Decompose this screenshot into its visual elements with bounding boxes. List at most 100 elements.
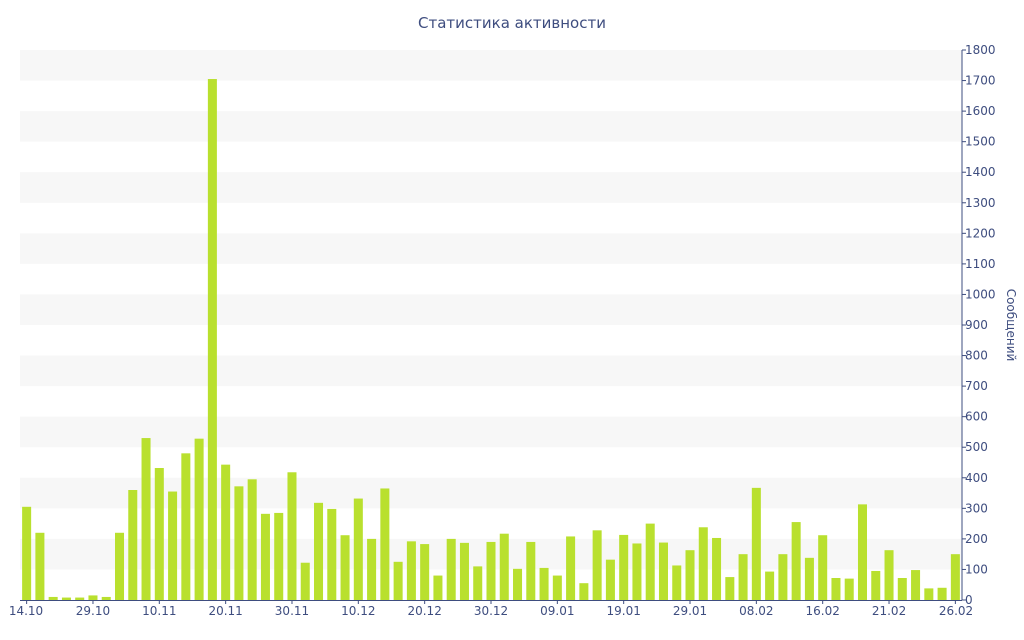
bar [579,583,589,600]
x-tick-label: 30.12 [474,604,508,618]
bar [340,535,350,600]
bar [207,79,217,600]
y-tick-label: 100 [965,562,988,576]
bar [539,567,549,600]
bar [274,512,284,600]
grid-band [20,172,962,203]
bar [499,533,509,600]
x-tick-label: 10.11 [142,604,176,618]
bar [658,542,668,600]
y-axis-title: Сообщений [1004,289,1018,362]
y-tick-label: 300 [965,501,988,515]
x-tick-label: 29.10 [76,604,110,618]
y-tick-label: 700 [965,379,988,393]
bar [818,535,828,600]
bar [327,508,337,600]
y-tick-label: 1200 [965,226,996,240]
x-tick-label: 20.11 [208,604,242,618]
x-tick-label: 08.02 [739,604,773,618]
grid-band [20,355,962,387]
y-tick-label: 200 [965,532,988,546]
bar [314,502,324,600]
bar [897,578,907,600]
y-tick-label: 1800 [965,43,996,57]
y-tick-label: 900 [965,318,988,332]
bar [831,578,841,600]
bar [844,578,854,600]
bar [645,523,655,600]
y-tick-label: 1700 [965,74,996,88]
bar [871,570,881,600]
bar [605,559,615,600]
y-tick-label: 1600 [965,104,996,118]
y-tick-label: 1500 [965,135,996,149]
bar [738,554,748,600]
y-tick-label: 1300 [965,196,996,210]
bar [632,543,642,600]
bar [234,486,244,600]
x-tick-label: 30.11 [275,604,309,618]
bar [473,566,483,600]
bar [367,538,377,600]
bar [937,587,947,600]
bar [101,596,111,600]
bar [566,536,576,600]
bar [725,577,735,600]
bar [22,506,32,600]
grid-band [20,294,962,325]
x-tick-label: 14.10 [9,604,43,618]
chart-title: Статистика активности [418,14,606,32]
y-tick-label: 1400 [965,165,996,179]
bar [791,522,801,600]
bar [221,464,231,600]
bar [459,542,469,600]
bar [61,597,71,600]
bar [194,438,204,600]
bar [911,570,921,600]
bar [698,527,708,600]
y-tick-label: 1100 [965,257,996,271]
bar [446,538,456,600]
bar [950,554,960,600]
bar [380,488,390,600]
y-tick-label: 400 [965,471,988,485]
bar [619,534,629,600]
bar [154,468,164,600]
bar [260,513,270,600]
x-tick-label: 10.12 [341,604,375,618]
y-tick-label: 500 [965,440,988,454]
y-tick-labels: 0 100 200 300 400 500 600 700 800 900 1000 1100 1200… [962,43,996,607]
bar [420,544,430,600]
bar [712,537,722,600]
bar [526,541,536,600]
grid-band [20,233,962,264]
y-tick-label: 0 [965,593,973,607]
bar [804,557,814,600]
bar [128,490,138,600]
bar [765,571,775,600]
bar [857,504,867,600]
x-tick-label: 29.01 [673,604,707,618]
x-tick-label: 16.02 [806,604,840,618]
bar [685,550,695,600]
bar [287,472,297,600]
bar [115,532,125,600]
bar [406,541,416,600]
x-tick-label: 20.12 [407,604,441,618]
x-tick-labels: 14.10 29.10 10.11 20.11 30.11 10.12 20.12 30.12… [9,600,973,618]
y-tick-label: 600 [965,410,988,424]
bar [88,595,98,600]
grid-band [20,416,962,448]
bar [592,530,602,600]
bar [884,550,894,600]
bar [141,438,151,600]
bar [433,575,443,600]
bar [672,565,682,600]
x-tick-label: 09.01 [540,604,574,618]
bar [75,597,85,600]
x-tick-label: 19.01 [606,604,640,618]
grid-band [20,50,962,81]
bar [48,596,58,600]
x-tick-label: 26.02 [939,604,973,618]
